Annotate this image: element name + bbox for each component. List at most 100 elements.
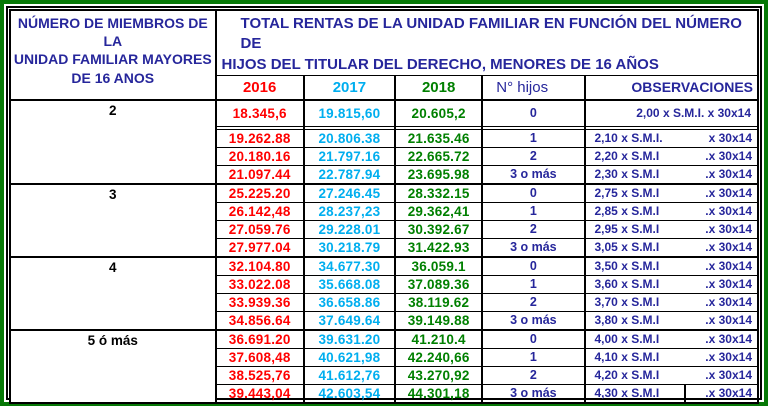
- members-count-cell: 2: [9, 98, 217, 185]
- observaciones-cell: 4,00 x S.M.I .x 30x14: [583, 328, 759, 349]
- num-hijos-cell: 0: [481, 328, 586, 349]
- obs-smi-formula: 4,00 x S.M.I: [594, 332, 660, 347]
- left-title-line3: DE 16 ANOS: [71, 69, 155, 86]
- table-body: 2 18.345,6 19.815,60 20.605,2 0 2,00 x S.M.I.…: [9, 98, 759, 404]
- column-header-row: 2016 2017 2018 N° hijos OBSERVACIONES: [10, 74, 759, 101]
- obs-smi-formula: 2,00 x S.M.I. x 30x14: [636, 106, 751, 121]
- num-hijos-cell: 1: [481, 347, 586, 367]
- obs-smi-formula: 2,20 x S.M.I: [594, 149, 660, 164]
- renta-value-2016: 27.059.76: [214, 219, 305, 239]
- renta-value-2018: 41.210.4: [394, 328, 484, 349]
- num-hijos-cell: 1: [481, 274, 586, 294]
- renta-value-2018: 39.149.88: [394, 310, 484, 331]
- renta-value-2017: 27.246.45: [302, 182, 397, 203]
- renta-value-2016: 39.443,04: [214, 383, 305, 404]
- left-title-line2: UNIDAD FAMILIAR MAYORES: [13, 51, 212, 68]
- renta-value-2017: 22.787.94: [302, 164, 397, 185]
- obs-smi-formula: 3,70 x S.M.I: [594, 295, 660, 310]
- renta-value-2018: 29.362,41: [394, 201, 484, 221]
- renta-value-2016: 33.939.36: [214, 292, 305, 312]
- col-header-num-hijos: N° hijos: [481, 74, 586, 101]
- renta-value-2018: 43.270,92: [394, 365, 484, 385]
- renta-value-2017: 37.649.64: [302, 310, 397, 331]
- observaciones-cell: 4,30 x S.M.I .x 30x14: [583, 383, 759, 404]
- num-hijos-cell: 3 o más: [481, 237, 586, 258]
- obs-smi-formula: 2,85 x S.M.I: [594, 204, 660, 219]
- renta-value-2017: 40.621,98: [302, 347, 397, 367]
- num-hijos-cell: 2: [481, 219, 586, 239]
- obs-multiplier: .x 30x14: [705, 313, 752, 328]
- renta-value-2018: 36.059.1: [394, 255, 484, 276]
- table-row: 33.022.08 35.668.08 37.089.36 1 3,60 x S.M.I…: [10, 274, 759, 294]
- obs-multiplier: .x 30x14: [705, 332, 752, 347]
- renta-value-2018: 22.665.72: [394, 146, 484, 166]
- col-header-2016: 2016: [214, 74, 305, 101]
- renta-value-2018: 42.240,66: [394, 347, 484, 367]
- obs-smi-formula: 3,60 x S.M.I: [594, 277, 660, 292]
- obs-smi-formula: 2,10 x S.M.I.: [594, 131, 663, 146]
- num-hijos-cell: 1: [481, 201, 586, 221]
- renta-value-2016: 21.097.44: [214, 164, 305, 185]
- obs-smi-formula: 2,75 x S.M.I: [594, 186, 660, 201]
- observaciones-cell: 2,20 x S.M.I .x 30x14: [583, 146, 759, 166]
- renta-value-2018: 31.422.93: [394, 237, 484, 258]
- observaciones-cell: 3,60 x S.M.I .x 30x14: [583, 274, 759, 294]
- observaciones-cell: 3,50 x S.M.I .x 30x14: [583, 255, 759, 276]
- renta-value-2016: 37.608,48: [214, 347, 305, 367]
- main-title-line1: TOTAL RENTAS DE LA UNIDAD FAMILIAR EN FU…: [240, 15, 742, 53]
- renta-value-2016: 34.856.64: [214, 310, 305, 331]
- left-title: NÚMERO DE MIEMBROS DE LA UNIDAD FAMILIAR…: [9, 9, 217, 101]
- renta-value-2016: 36.691.20: [214, 328, 305, 349]
- renta-value-2017: 29.228.01: [302, 219, 397, 239]
- table-row: 27.059.76 29.228.01 30.392.67 2 2,95 x S.M.I…: [10, 219, 759, 239]
- table-row: 5 ó más 36.691.20 39.631.20 41.210.4 0 4,00 x…: [9, 328, 759, 404]
- num-hijos-cell: 2: [481, 365, 586, 385]
- observaciones-cell: 4,20 x S.M.I .x 30x14: [583, 365, 759, 385]
- renta-value-2017: 20.806.38: [302, 128, 397, 148]
- col-header-2017: 2017: [302, 74, 397, 101]
- table-row: 39.443,04 42.603,54 44.301,18 3 o más 4,30 x…: [10, 383, 759, 404]
- obs-multiplier: .x 30x14: [705, 167, 752, 182]
- frame-white-gap: NÚMERO DE MIEMBROS DE LA UNIDAD FAMILIAR…: [4, 4, 764, 404]
- observaciones-cell: 2,00 x S.M.I. x 30x14: [583, 98, 759, 127]
- obs-multiplier: .x 30x14: [705, 277, 752, 292]
- renta-value-2017: 35.668.08: [302, 274, 397, 294]
- renta-value-2016: 18.345,6: [214, 98, 305, 127]
- obs-smi-formula: 4,20 x S.M.I: [594, 368, 660, 383]
- table-row: 34.856.64 37.649.64 39.149.88 3 o más 3,80 x…: [10, 310, 759, 331]
- renta-value-2016: 25.225.20: [214, 182, 305, 203]
- renta-value-2017: 30.218.79: [302, 237, 397, 258]
- renta-value-2016: 26.142,48: [214, 201, 305, 221]
- renta-value-2017: 42.603,54: [302, 383, 397, 404]
- table-row: 26.142,48 28.237,23 29.362,41 1 2,85 x S.M.I…: [10, 201, 759, 221]
- obs-smi-formula: 3,50 x S.M.I: [594, 259, 660, 274]
- obs-smi-formula: 4,30 x S.M.I: [594, 386, 660, 401]
- obs-multiplier: .x 30x14: [705, 368, 752, 383]
- table-panel: NÚMERO DE MIEMBROS DE LA UNIDAD FAMILIAR…: [6, 6, 762, 404]
- obs-multiplier: .x 30x14: [705, 186, 752, 201]
- renta-value-2017: 39.631.20: [302, 328, 397, 349]
- observaciones-cell: 2,10 x S.M.I. x 30x14: [583, 128, 759, 148]
- num-hijos-cell: 0: [481, 98, 586, 127]
- obs-multiplier: x 30x14: [708, 131, 752, 146]
- num-hijos-cell: 3 o más: [481, 164, 586, 185]
- left-title-line1: NÚMERO DE MIEMBROS DE LA: [17, 15, 208, 50]
- renta-value-2017: 41.612,76: [302, 365, 397, 385]
- observaciones-cell: 3,05 x S.M.I .x 30x14: [583, 237, 759, 258]
- renta-value-2017: 34.677.30: [302, 255, 397, 276]
- observaciones-cell: 2,85 x S.M.I .x 30x14: [583, 201, 759, 221]
- renta-value-2017: 36.658.86: [302, 292, 397, 312]
- obs-multiplier: .x 30x14: [705, 204, 752, 219]
- col-header-2018: 2018: [394, 74, 484, 101]
- col-header-observaciones: OBSERVACIONES: [583, 74, 759, 101]
- table-row: 19.262.88 20.806.38 21.635.46 1 2,10 x S.M.I…: [10, 128, 759, 148]
- obs-multiplier: .x 30x14: [705, 350, 752, 365]
- renta-value-2017: 21.797.16: [302, 146, 397, 166]
- renta-value-2016: 33.022.08: [214, 274, 305, 294]
- observaciones-cell: 3,80 x S.M.I .x 30x14: [583, 310, 759, 331]
- num-hijos-cell: 3 o más: [481, 383, 586, 404]
- num-hijos-cell: 3 o más: [481, 310, 586, 331]
- observaciones-cell: 2,95 x S.M.I .x 30x14: [583, 219, 759, 239]
- obs-smi-formula: 2,30 x S.M.I: [594, 167, 660, 182]
